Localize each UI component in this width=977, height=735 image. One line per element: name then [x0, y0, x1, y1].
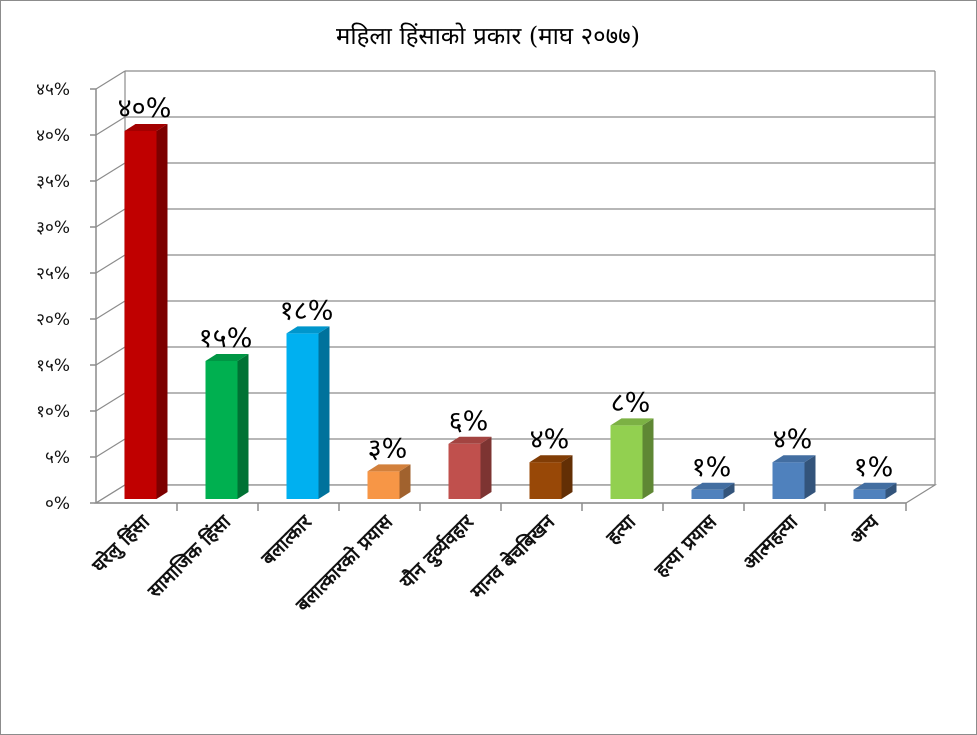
bar-top-4 — [448, 436, 492, 444]
bar-top-5 — [529, 455, 573, 463]
y-tick-label: ४०% — [36, 126, 70, 146]
bar-top-8 — [772, 455, 816, 463]
bar-side-3 — [399, 464, 411, 499]
y-tick-label: २५% — [36, 264, 70, 284]
y-tick-label: ३५% — [36, 172, 70, 192]
y-tick-label: ४५% — [36, 80, 70, 100]
bar-side-8 — [804, 455, 816, 499]
bar-9[interactable] — [853, 489, 886, 499]
gridline-side — [95, 162, 126, 182]
bar-top-0 — [124, 124, 168, 131]
bar-0[interactable] — [124, 131, 157, 499]
bar-side-1 — [237, 354, 249, 499]
data-label: ४०% — [118, 93, 172, 124]
bar-1[interactable] — [205, 361, 238, 499]
bar-side-5 — [561, 455, 573, 499]
bar-top-9 — [853, 482, 897, 490]
y-tick-label: २०% — [36, 310, 70, 330]
gridline-side — [95, 70, 126, 90]
bar-top-6 — [610, 418, 654, 426]
gridline-side — [95, 346, 126, 366]
x-category-label: हत्या — [601, 510, 640, 549]
data-label: १८% — [280, 295, 334, 326]
y-tick-label: १५% — [36, 356, 70, 376]
bar-side-9 — [885, 482, 897, 499]
bar-2[interactable] — [286, 333, 319, 499]
gridline-side — [95, 254, 126, 274]
x-category-label: बलात्कार — [257, 510, 317, 570]
gridline-side — [95, 392, 126, 412]
x-category-label: मानव बेचबिखन — [465, 509, 560, 604]
bar-side-0 — [156, 124, 168, 499]
bar-5[interactable] — [529, 462, 562, 499]
data-label: ४% — [530, 424, 570, 455]
bar-side-2 — [318, 326, 330, 499]
x-category-label: घरेलु हिंसा — [87, 510, 156, 579]
data-label: १५% — [199, 323, 253, 354]
gridline-side — [95, 300, 126, 320]
gridline-side — [95, 208, 126, 228]
x-category-label: अन्य — [845, 510, 883, 548]
y-tick-label: ५% — [45, 448, 70, 468]
bar-top-1 — [205, 354, 249, 361]
gridline-side — [95, 438, 126, 458]
gridline-side — [95, 116, 126, 136]
data-label: ८% — [611, 387, 651, 418]
data-label: ३% — [368, 433, 408, 464]
x-category-label: यौन दुर्व्यवहार — [395, 509, 480, 594]
bar-4[interactable] — [448, 443, 481, 499]
bar-side-7 — [723, 482, 735, 499]
chart-title: महिला हिंसाको प्रकार (माघ २०७७) — [336, 22, 640, 50]
bar-7[interactable] — [691, 489, 724, 499]
y-tick-label: १०% — [36, 402, 70, 422]
x-category-label: हत्या प्रयास — [650, 510, 722, 582]
bar-top-3 — [367, 464, 411, 472]
bar-8[interactable] — [772, 462, 805, 499]
plot-area: ०% ५% १०% १५% २०% २५% ३०% ३५% ४०% ४५% ४०% घरेलु हिं… — [36, 70, 938, 617]
data-label: १% — [692, 452, 732, 483]
x-category-label: आत्महत्या — [739, 510, 803, 574]
data-label: १% — [854, 452, 894, 483]
x-category-label: सामाजिक हिंसा — [142, 510, 235, 603]
bar-3[interactable] — [367, 471, 400, 499]
bar-side-4 — [480, 436, 492, 499]
data-label: ६% — [449, 406, 489, 437]
bar-top-2 — [286, 326, 330, 334]
y-tick-label: ३०% — [36, 218, 70, 238]
bar-top-7 — [691, 482, 735, 490]
bar-6[interactable] — [610, 425, 643, 499]
data-label: ४% — [773, 424, 813, 455]
bar-side-6 — [642, 418, 654, 499]
y-tick-label: ०% — [45, 494, 70, 514]
